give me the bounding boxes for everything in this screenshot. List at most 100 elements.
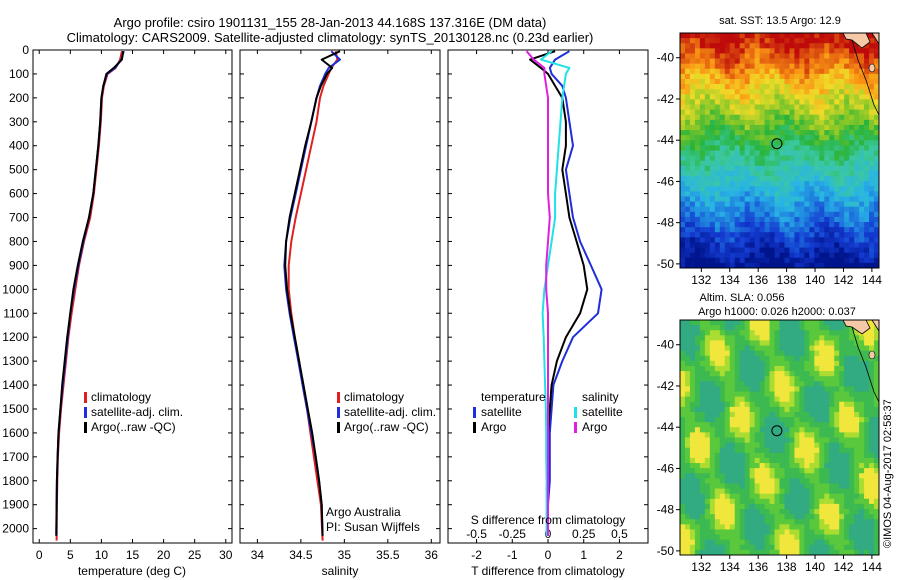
heatmap-cell — [824, 43, 830, 49]
heatmap-cell — [680, 33, 686, 39]
heatmap-cell — [729, 447, 736, 454]
heatmap-cell — [689, 232, 696, 238]
heatmap-cell — [709, 371, 716, 377]
heatmap-cell — [834, 340, 840, 347]
heatmap-cell — [734, 381, 741, 388]
heatmap-cell — [734, 68, 741, 75]
legend-label-t-argo: Argo — [481, 420, 507, 434]
heatmap-cell — [709, 524, 716, 531]
heatmap-cell — [724, 150, 731, 157]
heatmap-cell — [854, 345, 860, 352]
heatmap-cell — [849, 442, 855, 449]
heatmap-cell — [769, 457, 776, 464]
heatmap-cell — [859, 150, 865, 157]
heatmap-cell — [859, 206, 865, 213]
temperature-profiles — [55, 50, 125, 541]
difference-profiles — [525, 50, 603, 536]
heatmap-cell — [704, 442, 711, 449]
heatmap-cell — [874, 89, 879, 95]
heatmap-cell — [764, 335, 771, 342]
heatmap-cell — [699, 320, 706, 326]
heatmap-cell — [714, 232, 721, 238]
heatmap-cell — [809, 422, 815, 428]
heatmap-cell — [849, 191, 855, 198]
heatmap-cell — [824, 150, 830, 157]
heatmap-cell — [739, 252, 746, 259]
heatmap-cell — [704, 119, 711, 126]
heatmap-cell — [864, 43, 870, 49]
heatmap-cell — [819, 381, 825, 388]
heatmap-cell — [804, 33, 810, 39]
x-tick-label: 0 — [545, 548, 552, 562]
heatmap-cell — [739, 109, 746, 116]
heatmap-cell — [784, 493, 791, 500]
heatmap-cell — [714, 206, 721, 213]
heatmap-cell — [729, 422, 736, 428]
heatmap-cell — [814, 427, 820, 433]
heatmap-cell — [794, 165, 800, 172]
heatmap-cell — [699, 447, 706, 454]
heatmap-cell — [680, 422, 686, 428]
heatmap-cell — [729, 145, 736, 152]
heatmap-cell — [754, 165, 761, 172]
heatmap-cell — [729, 463, 736, 469]
heatmap-cell — [859, 381, 865, 388]
heatmap-cell — [849, 411, 855, 418]
heatmap-cell — [794, 94, 800, 101]
heatmap-cell — [689, 216, 696, 223]
heatmap-cell — [869, 437, 875, 444]
heatmap-cell — [819, 48, 825, 55]
heatmap-cell — [779, 237, 786, 244]
heatmap-cell — [749, 478, 756, 485]
heatmap-cell — [779, 503, 786, 510]
heatmap-cell — [824, 539, 830, 546]
heatmap-cell — [699, 247, 706, 254]
heatmap-cell — [719, 160, 726, 167]
heatmap-cell — [699, 227, 706, 233]
heatmap-cell — [834, 463, 840, 469]
heatmap-cell — [769, 529, 776, 536]
heatmap-cell — [734, 519, 741, 525]
heatmap-cell — [680, 232, 686, 238]
heatmap-cell — [849, 227, 855, 233]
heatmap-cell — [714, 43, 721, 49]
heatmap-cell — [724, 498, 731, 505]
heatmap-cell — [834, 483, 840, 490]
heatmap-cell — [859, 488, 865, 495]
heatmap-cell — [829, 365, 835, 372]
heatmap-cell — [694, 529, 701, 536]
heatmap-cell — [844, 227, 850, 233]
heatmap-cell — [749, 360, 756, 367]
heatmap-cell — [789, 330, 796, 336]
heatmap-cell — [724, 371, 731, 377]
heatmap-cell — [729, 33, 736, 39]
heatmap-cell — [744, 206, 751, 213]
heatmap-cell — [689, 84, 696, 90]
heatmap-cell — [729, 186, 736, 192]
heatmap-cell — [739, 33, 746, 39]
heatmap-cell — [754, 135, 761, 141]
heatmap-cell — [839, 89, 845, 95]
heatmap-cell — [724, 350, 731, 357]
heatmap-cell — [729, 335, 736, 342]
heatmap-cell — [859, 155, 865, 162]
heatmap-cell — [689, 381, 696, 388]
heatmap-cell — [724, 252, 731, 259]
heatmap-cell — [834, 539, 840, 546]
heatmap-cell — [704, 155, 711, 162]
heatmap-cell — [874, 442, 879, 449]
heatmap-cell — [719, 452, 726, 459]
heatmap-cell — [874, 330, 879, 336]
heatmap-cell — [774, 483, 781, 490]
heatmap-cell — [819, 140, 825, 146]
heatmap-cell — [774, 43, 781, 49]
heatmap-cell — [854, 89, 860, 95]
heatmap-cell — [864, 534, 870, 541]
legend-swatch-satellite — [337, 407, 340, 418]
heatmap-cell — [759, 53, 766, 60]
heatmap-cell — [824, 509, 830, 515]
heatmap-cell — [814, 140, 820, 146]
heatmap-cell — [829, 216, 835, 223]
heatmap-cell — [849, 247, 855, 254]
heatmap-cell — [769, 355, 776, 362]
